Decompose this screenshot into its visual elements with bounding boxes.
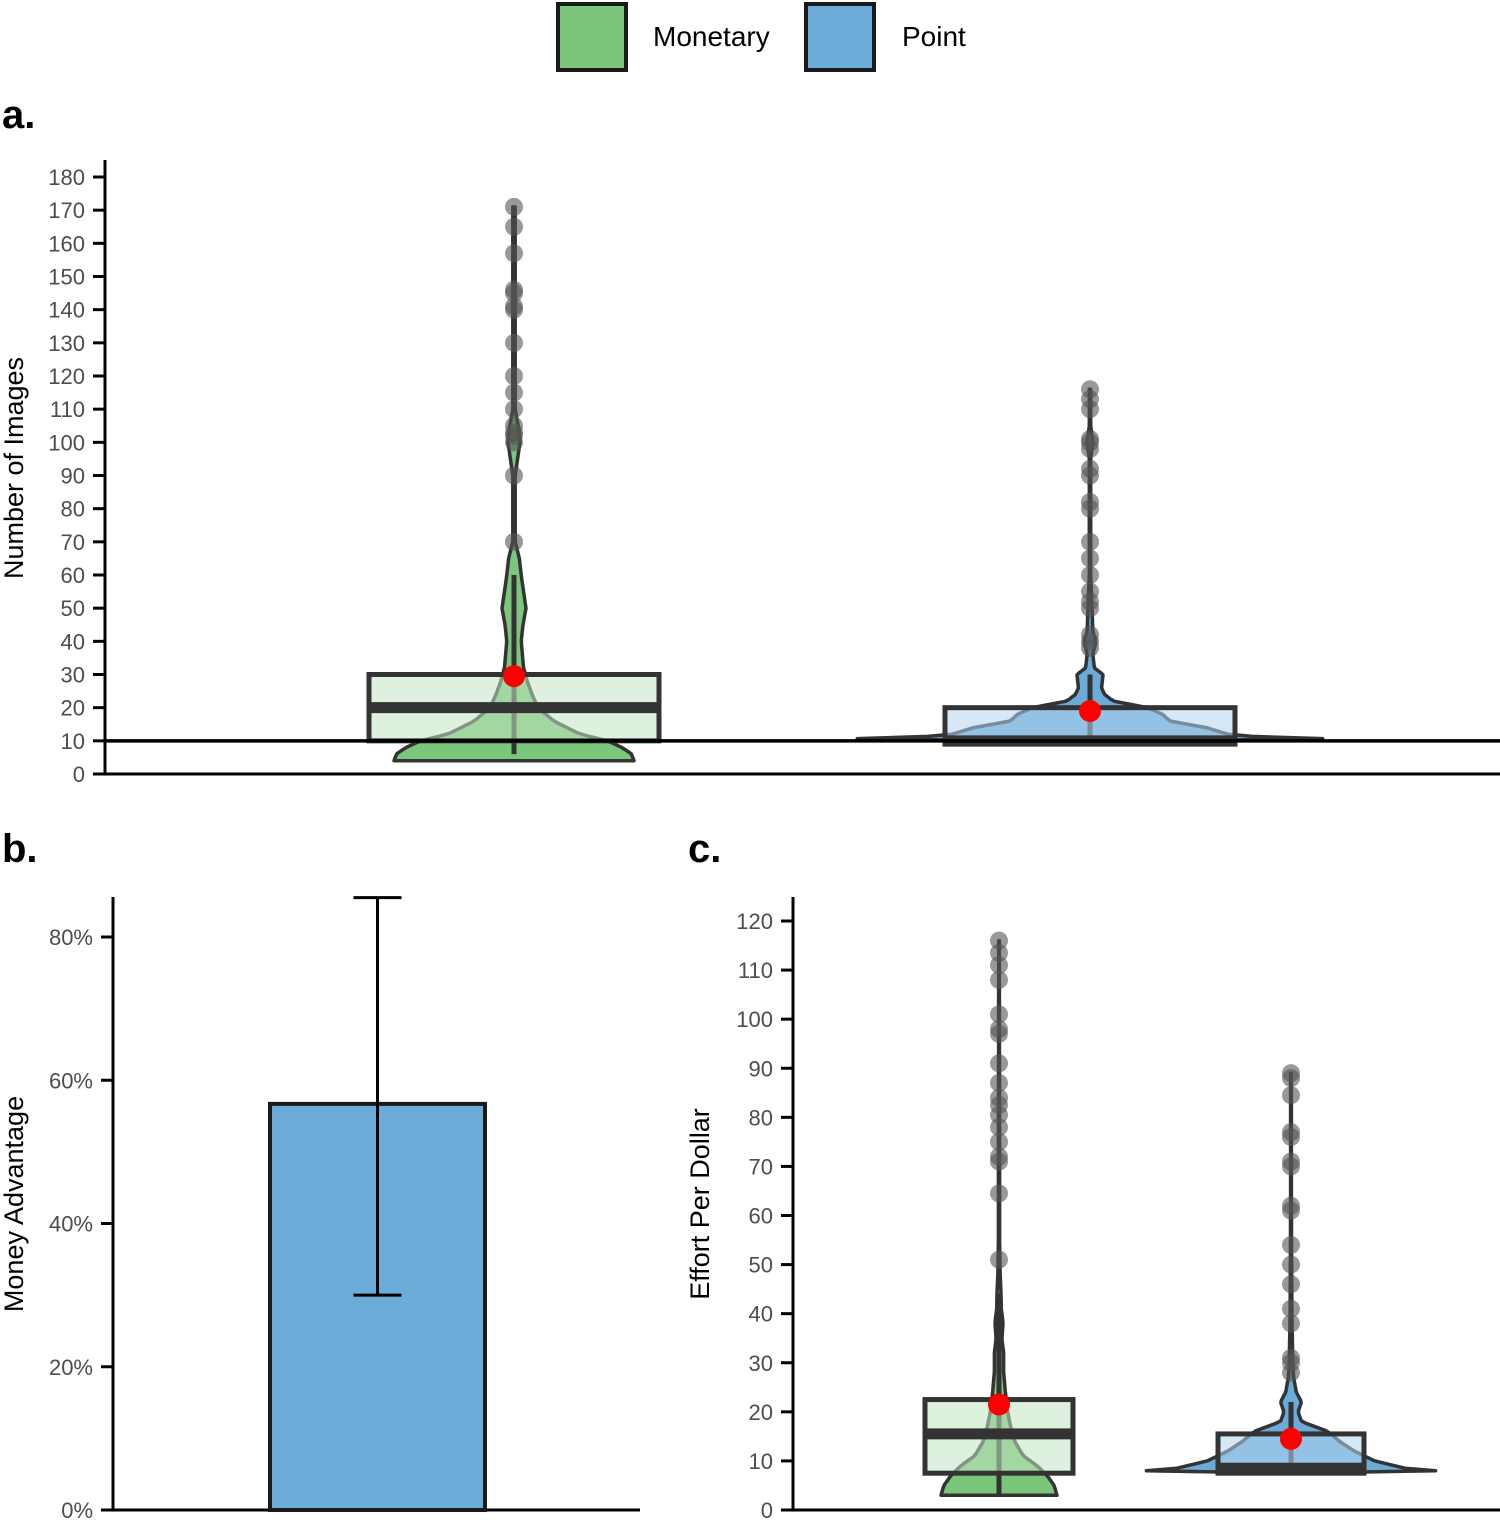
legend: Monetary Point <box>556 2 966 72</box>
panel-c-outlier-point-monetary <box>990 1073 1008 1092</box>
panel-a-y-tick-label: 120 <box>48 364 85 389</box>
panel-c-outlier-point-point <box>1282 1348 1300 1367</box>
panel-c-y-tick-label: 10 <box>749 1449 773 1474</box>
panel-c-mean-point-point <box>1280 1427 1302 1450</box>
panel-a-outlier-point-point <box>1081 493 1099 512</box>
panel-c-outlier-point-monetary <box>990 931 1008 950</box>
panel-a-y-tick-label: 170 <box>48 198 85 223</box>
panel-c-outlier-point-point <box>1282 1064 1300 1083</box>
panel-b-y-tick-label: 0% <box>61 1498 93 1522</box>
panel-c-outlier-point-monetary <box>990 1019 1008 1038</box>
panel-c-outlier-point-point <box>1282 1123 1300 1142</box>
panel-a-outlier-point-point <box>1081 566 1099 584</box>
panel-a-outlier-point-monetary <box>505 217 523 236</box>
panel-b-y-tick-label: 60% <box>49 1068 93 1093</box>
panel-a-y-tick-label: 20 <box>61 696 85 721</box>
panel-c-y-tick-label: 30 <box>749 1351 773 1376</box>
panel-c-outlier-point-monetary <box>990 1250 1008 1269</box>
panel-c-outlier-point-monetary <box>990 1132 1008 1151</box>
panel-a-mean-point-point <box>1079 699 1101 722</box>
panel-a-y-tick-label: 80 <box>61 497 85 522</box>
panel-c-outlier-point-point <box>1282 1299 1300 1318</box>
panel-c-mean-point-monetary <box>988 1393 1010 1416</box>
y-axis-title-c: Effort Per Dollar <box>685 1108 715 1300</box>
legend-label-point: Point <box>902 21 966 52</box>
panel-b-y-tick-label: 80% <box>49 925 93 950</box>
panel-a-outlier-point-monetary <box>505 466 523 485</box>
panel-c-outlier-point-point <box>1282 1275 1300 1294</box>
panel-label-a: a. <box>2 93 35 137</box>
panel-a-y-tick-label: 100 <box>48 430 85 455</box>
panel-a-y-tick-label: 150 <box>48 265 85 290</box>
panel-a-outlier-point-monetary <box>505 244 523 263</box>
panel-c-outlier-point-monetary <box>990 1005 1008 1024</box>
panel-c-y-tick-label: 20 <box>749 1400 773 1425</box>
panel-c-y-tick-label: 120 <box>736 909 773 934</box>
panel-a-outlier-point-monetary <box>505 416 523 435</box>
y-axis-title-b: Money Advantage <box>0 1096 29 1312</box>
panel-a-outlier-point-point <box>1081 459 1099 478</box>
panel-a-outlier-point-monetary <box>505 280 523 299</box>
panel-c-y-tick-label: 0 <box>761 1498 773 1522</box>
panel-a-outlier-point-point <box>1081 532 1099 551</box>
panel-c-outlier-point-point <box>1282 1255 1300 1274</box>
panel-c-y-tick-label: 60 <box>749 1204 773 1229</box>
panel-a-y-tick-label: 0 <box>73 762 85 787</box>
panel-c-y-tick-label: 90 <box>749 1056 773 1081</box>
panel-c-outlier-point-point <box>1282 1314 1300 1333</box>
panel-c-y-tick-label: 80 <box>749 1105 773 1130</box>
panel-a-plot: 0 10 20 30 40 50 60 70 80 90 100 110 120 130 140 150 160… <box>48 160 1500 787</box>
panel-c-outlier-point-point <box>1282 1152 1300 1171</box>
panel-a-y-tick-label: 50 <box>61 596 85 621</box>
panel-c-outlier-point-point <box>1282 1086 1300 1105</box>
panel-c-outlier-point-monetary <box>990 1054 1008 1073</box>
panel-a-y-tick-label: 180 <box>48 165 85 190</box>
panel-a-outlier-point-point <box>1081 380 1099 399</box>
panel-a-outlier-point-point <box>1081 549 1099 568</box>
panel-c-y-tick-label: 100 <box>736 1007 773 1032</box>
panel-c-outlier-point-point <box>1282 1235 1300 1254</box>
panel-b-y-tick-label: 20% <box>49 1355 93 1380</box>
panel-a-outlier-point-point <box>1081 430 1099 449</box>
panel-a-outlier-point-monetary <box>505 383 523 402</box>
legend-swatch-point <box>804 2 876 72</box>
legend-label-monetary: Monetary <box>653 21 770 52</box>
panel-a-mean-point-monetary <box>503 665 525 688</box>
panel-a-outlier-point-monetary <box>505 532 523 551</box>
panel-c-y-tick-label: 40 <box>749 1302 773 1327</box>
panel-a-outlier-point-monetary <box>505 297 523 316</box>
panel-a-outlier-point-monetary <box>505 333 523 352</box>
panel-a-outlier-point-monetary <box>505 400 523 419</box>
panel-a-y-tick-label: 60 <box>61 563 85 588</box>
legend-swatch-monetary <box>556 2 628 72</box>
panel-a-y-tick-label: 70 <box>61 530 85 555</box>
panel-a-y-tick-label: 10 <box>61 729 85 754</box>
panel-a-y-tick-label: 130 <box>48 331 85 356</box>
panel-c-outlier-point-monetary <box>990 1088 1008 1107</box>
panel-a-y-tick-label: 40 <box>61 629 85 654</box>
panel-label-b: b. <box>2 827 38 871</box>
panel-c-outlier-point-point <box>1282 1196 1300 1215</box>
panel-a-y-tick-label: 110 <box>50 397 85 422</box>
panel-c-outlier-point-monetary <box>990 970 1008 989</box>
panel-c-y-tick-label: 110 <box>738 958 773 983</box>
panel-c-outlier-point-monetary <box>990 1184 1008 1203</box>
panel-a-outlier-point-monetary <box>505 367 523 385</box>
panel-c-y-tick-label: 70 <box>749 1154 773 1179</box>
panel-a-y-tick-label: 140 <box>48 298 85 323</box>
panel-a-y-tick-label: 30 <box>61 663 85 688</box>
panel-a-y-tick-label: 160 <box>48 231 85 256</box>
panel-c-outlier-point-monetary <box>990 1147 1008 1166</box>
panel-a-outlier-point-point <box>1081 625 1099 644</box>
panel-b-plot: 0% 20% 40% 60% 80% <box>49 896 640 1522</box>
panel-a-y-tick-label: 90 <box>61 464 85 489</box>
panel-b-y-tick-label: 40% <box>49 1212 93 1237</box>
panel-label-c: c. <box>688 827 721 871</box>
panel-a-outlier-point-monetary <box>505 197 523 216</box>
panel-c-y-tick-label: 50 <box>749 1253 773 1278</box>
panel-a-outlier-point-point <box>1081 582 1099 601</box>
y-axis-title-a: Number of Images <box>0 357 29 579</box>
panel-c-plot: 0 10 20 30 40 50 60 70 80 90 100 110 120 <box>736 897 1500 1522</box>
